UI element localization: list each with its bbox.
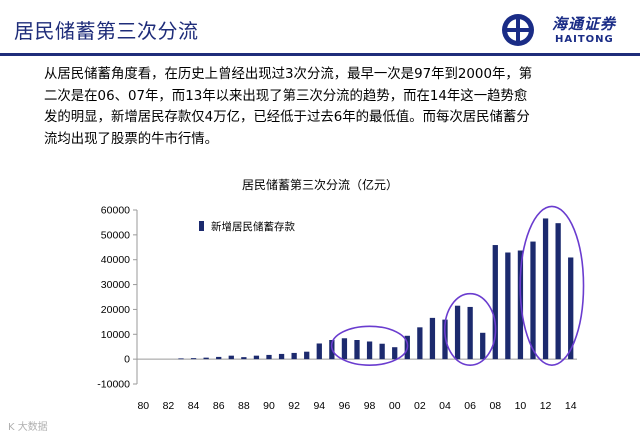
chart-bar	[316, 343, 322, 360]
chart-bar	[291, 352, 297, 360]
x-tick-label: 04	[439, 400, 451, 412]
highlight-ellipse	[330, 325, 409, 366]
chart-bar	[467, 306, 473, 360]
chart-bar	[480, 332, 486, 360]
legend-label: 新增居民储蓄存款	[211, 220, 295, 233]
chart-bar	[203, 357, 209, 360]
y-tick-label: -10000	[97, 379, 130, 391]
logo-chinese-text: 海通证券	[552, 15, 617, 33]
x-tick-label: 88	[238, 400, 250, 412]
chart-bar	[542, 218, 549, 360]
chart-bar	[341, 338, 348, 360]
x-tick-label: 10	[515, 400, 527, 412]
x-tick-label: 86	[213, 400, 225, 412]
chart-bar	[555, 223, 561, 360]
chart-bar	[568, 257, 574, 360]
y-tick-label: 30000	[101, 279, 130, 291]
chart-title: 居民储蓄第三次分流（亿元）	[241, 178, 398, 192]
x-tick-label: 08	[489, 400, 501, 412]
chart-bar	[266, 354, 272, 360]
y-tick-label: 60000	[101, 205, 130, 217]
chart-bar	[505, 252, 511, 360]
x-tick-label: 00	[389, 400, 401, 412]
chart-bar	[454, 305, 461, 360]
slide-title: 居民储蓄第三次分流	[14, 19, 199, 43]
x-tick-label: 02	[414, 400, 426, 412]
chart-bar	[228, 355, 234, 360]
chart-bar	[216, 356, 222, 360]
summary-paragraph: 从居民储蓄角度看，在历史上曾经出现过3次分流，最早一次是97年到2000年，第 …	[44, 64, 616, 150]
chart-bar	[417, 327, 423, 360]
x-tick-label: 06	[464, 400, 476, 412]
x-tick-label: 94	[313, 400, 325, 412]
y-tick-label: 50000	[101, 229, 130, 241]
watermark-text: K 大数据	[8, 422, 48, 433]
y-tick-label: 20000	[101, 304, 130, 316]
x-tick-label: 12	[540, 400, 552, 412]
chart-bar	[304, 351, 310, 360]
highlight-ellipse	[443, 292, 497, 366]
chart-bar	[354, 340, 360, 360]
chart-bar	[392, 347, 398, 360]
slide-header: 居民储蓄第三次分流 海通证券 HAITONG	[0, 0, 640, 58]
chart-bar	[253, 355, 260, 360]
chart-bar	[241, 357, 247, 360]
paragraph-line: 从居民储蓄角度看，在历史上曾经出现过3次分流，最早一次是97年到2000年，第	[44, 67, 533, 82]
chart-bar	[178, 358, 184, 360]
header-divider	[0, 53, 640, 56]
legend-swatch	[199, 221, 204, 231]
logo-english-text: HAITONG	[555, 34, 614, 45]
chart-bar	[190, 358, 197, 360]
highlight-ellipse	[519, 205, 585, 366]
x-tick-label: 98	[364, 400, 376, 412]
x-tick-label: 84	[188, 400, 200, 412]
y-tick-label: 0	[124, 354, 130, 366]
x-tick-label: 92	[288, 400, 300, 412]
paragraph-line: 发的明显，新增居民存款仅4万亿，已经低于过去6年的最低值。而每次居民储蓄分	[44, 110, 530, 125]
x-tick-label: 80	[137, 400, 149, 412]
chart-bar	[379, 343, 385, 360]
x-tick-label: 96	[339, 400, 351, 412]
chart-bar	[278, 353, 285, 360]
paragraph-line: 二次是在06、07年，而13年以来出现了第三次分流的趋势，而在14年这一趋势愈	[44, 88, 528, 104]
chart-bar	[530, 241, 536, 360]
x-tick-label: 82	[163, 400, 175, 412]
chart-bar	[492, 245, 498, 360]
haitong-logo-icon	[502, 14, 534, 46]
x-tick-label: 14	[565, 400, 577, 412]
y-tick-label: 40000	[101, 254, 130, 266]
chart-bar	[366, 341, 373, 360]
chart-bar	[429, 317, 436, 360]
x-tick-label: 90	[263, 400, 275, 412]
y-tick-label: 10000	[101, 329, 130, 341]
paragraph-line: 流均出现了股票的牛市行情。	[44, 131, 219, 147]
